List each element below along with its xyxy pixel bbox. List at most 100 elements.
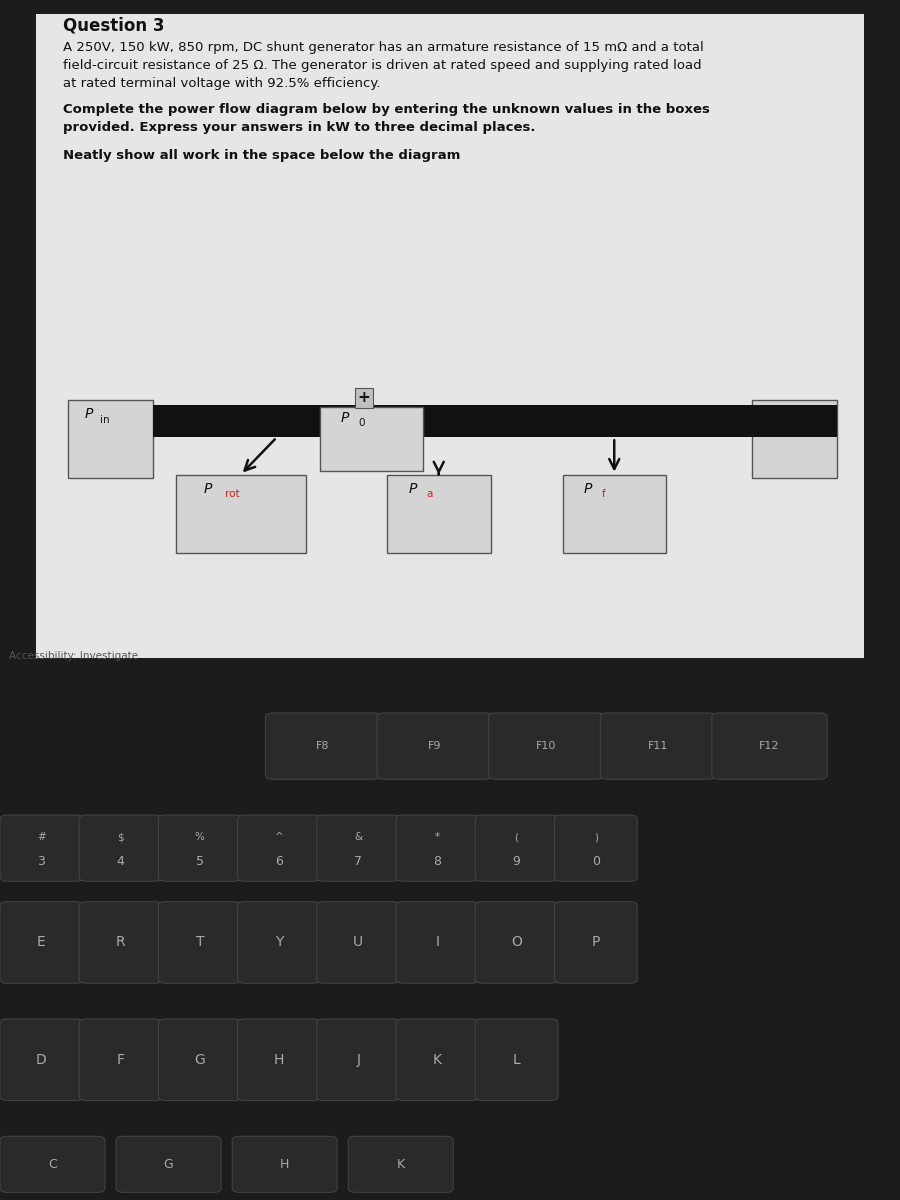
Text: $P$: $P$: [340, 412, 350, 425]
FancyBboxPatch shape: [317, 901, 400, 983]
Bar: [68, 400, 153, 478]
Bar: [176, 474, 306, 552]
Text: F10: F10: [536, 742, 556, 751]
Text: T: T: [195, 936, 204, 949]
Text: E: E: [37, 936, 46, 949]
Text: *: *: [435, 832, 440, 842]
FancyBboxPatch shape: [348, 1136, 454, 1193]
FancyBboxPatch shape: [554, 901, 637, 983]
Text: O: O: [511, 936, 522, 949]
Text: 6: 6: [275, 856, 283, 868]
Text: &: &: [354, 832, 363, 842]
Text: P: P: [591, 936, 600, 949]
Text: (: (: [515, 832, 518, 842]
Text: 7: 7: [355, 856, 362, 868]
FancyBboxPatch shape: [238, 901, 320, 983]
Text: R: R: [116, 936, 125, 949]
Text: $P$: $P$: [408, 481, 418, 496]
Text: F8: F8: [317, 742, 329, 751]
Text: A 250V, 150 kW, 850 rpm, DC shunt generator has an armature resistance of 15 mΩ : A 250V, 150 kW, 850 rpm, DC shunt genera…: [63, 41, 704, 54]
FancyBboxPatch shape: [554, 815, 637, 881]
FancyBboxPatch shape: [79, 1019, 162, 1100]
Text: Complete the power flow diagram below by entering the unknown values in the boxe: Complete the power flow diagram below by…: [63, 103, 710, 116]
Text: at rated terminal voltage with 92.5% efficiency.: at rated terminal voltage with 92.5% eff…: [63, 77, 381, 90]
FancyBboxPatch shape: [600, 713, 716, 779]
FancyBboxPatch shape: [317, 815, 400, 881]
Text: ^: ^: [274, 832, 284, 842]
Text: Neatly show all work in the space below the diagram: Neatly show all work in the space below …: [63, 149, 461, 162]
FancyBboxPatch shape: [238, 815, 320, 881]
Text: L: L: [513, 1052, 520, 1067]
Text: +: +: [357, 390, 371, 406]
FancyBboxPatch shape: [475, 1019, 558, 1100]
Text: $P$: $P$: [84, 407, 94, 421]
Text: D: D: [36, 1052, 47, 1067]
Text: Accessibility: Investigate: Accessibility: Investigate: [9, 652, 138, 661]
Text: 3: 3: [38, 856, 45, 868]
Text: Question 3: Question 3: [63, 17, 165, 35]
FancyBboxPatch shape: [158, 901, 241, 983]
Text: G: G: [194, 1052, 205, 1067]
Text: out: out: [784, 414, 801, 425]
FancyBboxPatch shape: [489, 713, 604, 779]
FancyBboxPatch shape: [475, 815, 558, 881]
Text: a: a: [427, 490, 433, 499]
Text: $: $: [117, 832, 124, 842]
Text: G: G: [164, 1158, 174, 1171]
Bar: [752, 400, 837, 478]
Text: F11: F11: [648, 742, 668, 751]
Text: $P$: $P$: [768, 407, 778, 421]
Text: 9: 9: [513, 856, 520, 868]
Text: F9: F9: [428, 742, 441, 751]
Text: H: H: [280, 1158, 290, 1171]
Text: I: I: [436, 936, 439, 949]
Text: ): ): [594, 832, 598, 842]
Text: K: K: [433, 1052, 442, 1067]
FancyBboxPatch shape: [396, 815, 479, 881]
Text: 8: 8: [434, 856, 441, 868]
Text: 0: 0: [592, 856, 599, 868]
Text: %: %: [195, 832, 204, 842]
Text: #: #: [37, 832, 46, 842]
FancyBboxPatch shape: [158, 1019, 241, 1100]
Text: field-circuit resistance of 25 Ω. The generator is driven at rated speed and sup: field-circuit resistance of 25 Ω. The ge…: [63, 59, 702, 72]
FancyBboxPatch shape: [36, 13, 864, 658]
FancyBboxPatch shape: [116, 1136, 221, 1193]
Text: rot: rot: [225, 490, 239, 499]
FancyBboxPatch shape: [475, 901, 558, 983]
FancyBboxPatch shape: [396, 901, 479, 983]
FancyBboxPatch shape: [232, 1136, 338, 1193]
Text: F12: F12: [760, 742, 779, 751]
Bar: [562, 474, 666, 552]
FancyBboxPatch shape: [238, 1019, 320, 1100]
Text: provided. Express your answers in kW to three decimal places.: provided. Express your answers in kW to …: [63, 121, 536, 134]
Text: 0: 0: [359, 418, 365, 428]
FancyBboxPatch shape: [79, 815, 162, 881]
Bar: [320, 407, 423, 472]
Text: H: H: [274, 1052, 284, 1067]
Text: C: C: [48, 1158, 57, 1171]
FancyBboxPatch shape: [266, 713, 381, 779]
FancyBboxPatch shape: [712, 713, 827, 779]
FancyBboxPatch shape: [0, 1019, 83, 1100]
Text: Y: Y: [274, 936, 284, 949]
FancyBboxPatch shape: [158, 815, 241, 881]
FancyBboxPatch shape: [317, 1019, 400, 1100]
FancyBboxPatch shape: [0, 901, 83, 983]
FancyBboxPatch shape: [79, 901, 162, 983]
FancyBboxPatch shape: [377, 713, 492, 779]
Text: 4: 4: [117, 856, 124, 868]
Bar: [153, 404, 837, 437]
Text: K: K: [397, 1158, 405, 1171]
Text: $P$: $P$: [583, 481, 593, 496]
Text: U: U: [353, 936, 364, 949]
Text: in: in: [100, 414, 110, 425]
Text: F: F: [117, 1052, 124, 1067]
Text: 5: 5: [196, 856, 203, 868]
FancyBboxPatch shape: [0, 1136, 105, 1193]
Text: f: f: [602, 490, 606, 499]
Text: J: J: [356, 1052, 360, 1067]
Text: $P$: $P$: [203, 481, 213, 496]
FancyBboxPatch shape: [0, 815, 83, 881]
Bar: [387, 474, 491, 552]
